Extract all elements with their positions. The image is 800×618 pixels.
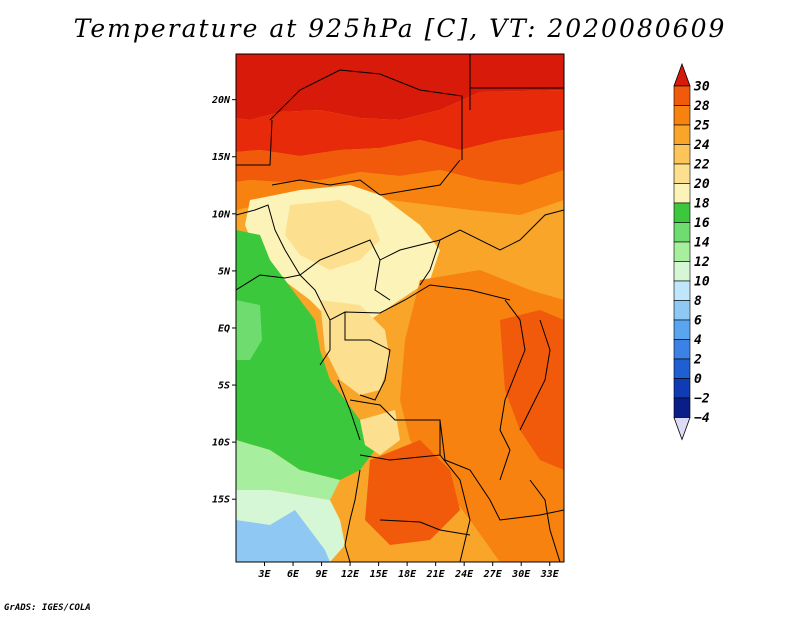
colorbar-level-label: 30 [693,80,710,95]
colorbar-level-label: 12 [694,255,710,270]
grads-credit: GrADS: IGES/COLA [4,603,91,613]
colorbar-swatch [673,241,691,262]
colorbar-swatch [673,163,691,184]
lat-axis: 20N 15N 10N 5N EQ 5S 10S 15S [211,95,236,506]
colorbar-swatch [673,202,691,223]
lon-tick-label: 27E [483,569,503,580]
lon-tick-label: 15E [370,569,389,580]
plot-frame [235,53,565,563]
colorbar-swatch [673,280,691,301]
colorbar-swatch [673,339,691,360]
colorbar-swatch [673,319,691,340]
colorbar-level-label: 28 [693,99,710,114]
colorbar-swatch [673,85,691,106]
colorbar-swatch [673,378,691,399]
colorbar-level-label: −2 [694,392,710,407]
colorbar-bottom-arrow [673,417,691,441]
colorbar-level-label: 22 [693,158,710,173]
colorbar-level-label: 20 [693,177,710,192]
colorbar-level-label: 14 [694,236,710,251]
colorbar-level-label: 0 [694,372,702,387]
colorbar-level-label: 2 [693,353,702,368]
colorbar-top-arrow [673,62,691,87]
colorbar-level-label: 8 [694,294,702,309]
colorbar-level-label: −4 [694,411,710,426]
colorbar-level-label: 6 [694,314,702,329]
lon-tick-label: 18E [398,569,417,580]
lat-tick-label: 5S [218,381,230,392]
lon-tick-label: 21E [426,569,446,580]
colorbar-level-label: 4 [694,333,702,348]
temperature-field [236,54,564,562]
map-title: Temperature at 925hPa [C], VT: 202008060… [73,14,727,43]
colorbar-level-label: 18 [694,197,710,212]
lat-tick-label: 10N [212,209,231,220]
lat-tick-label: EQ [218,323,230,334]
colorbar-swatch [673,144,691,165]
lon-tick-label: 12E [341,569,360,580]
colorbar-swatch [673,183,691,204]
lat-tick-label: 10S [212,438,230,449]
colorbar-swatch [673,397,691,418]
colorbar-swatch [673,222,691,243]
lon-axis: 3E 6E 9E 12E 15E 18E 21E 24E 27E 30E 33E [257,562,560,580]
lon-tick-label: 33E [540,569,560,580]
colorbar-swatch [673,261,691,282]
lon-tick-label: 30E [511,569,531,580]
colorbar-swatch [673,358,691,379]
lat-tick-label: 15S [212,495,230,506]
colorbar-level-label: 25 [693,119,710,134]
lat-tick-label: 15N [212,152,231,163]
colorbar-level-label: 24 [693,138,710,153]
lon-tick-label: 24E [454,569,474,580]
colorbar-swatch [673,300,691,321]
lon-tick-label: 6E [287,569,300,580]
lat-tick-label: 5N [218,266,231,277]
lon-tick-label: 3E [257,569,271,580]
colorbar-swatch [673,105,691,126]
lon-tick-label: 9E [316,569,329,580]
country-borders [236,54,564,562]
colorbar-swatch [673,124,691,145]
colorbar-level-label: 10 [694,275,710,290]
colorbar-level-label: 16 [694,216,710,231]
lat-tick-label: 20N [211,95,231,106]
